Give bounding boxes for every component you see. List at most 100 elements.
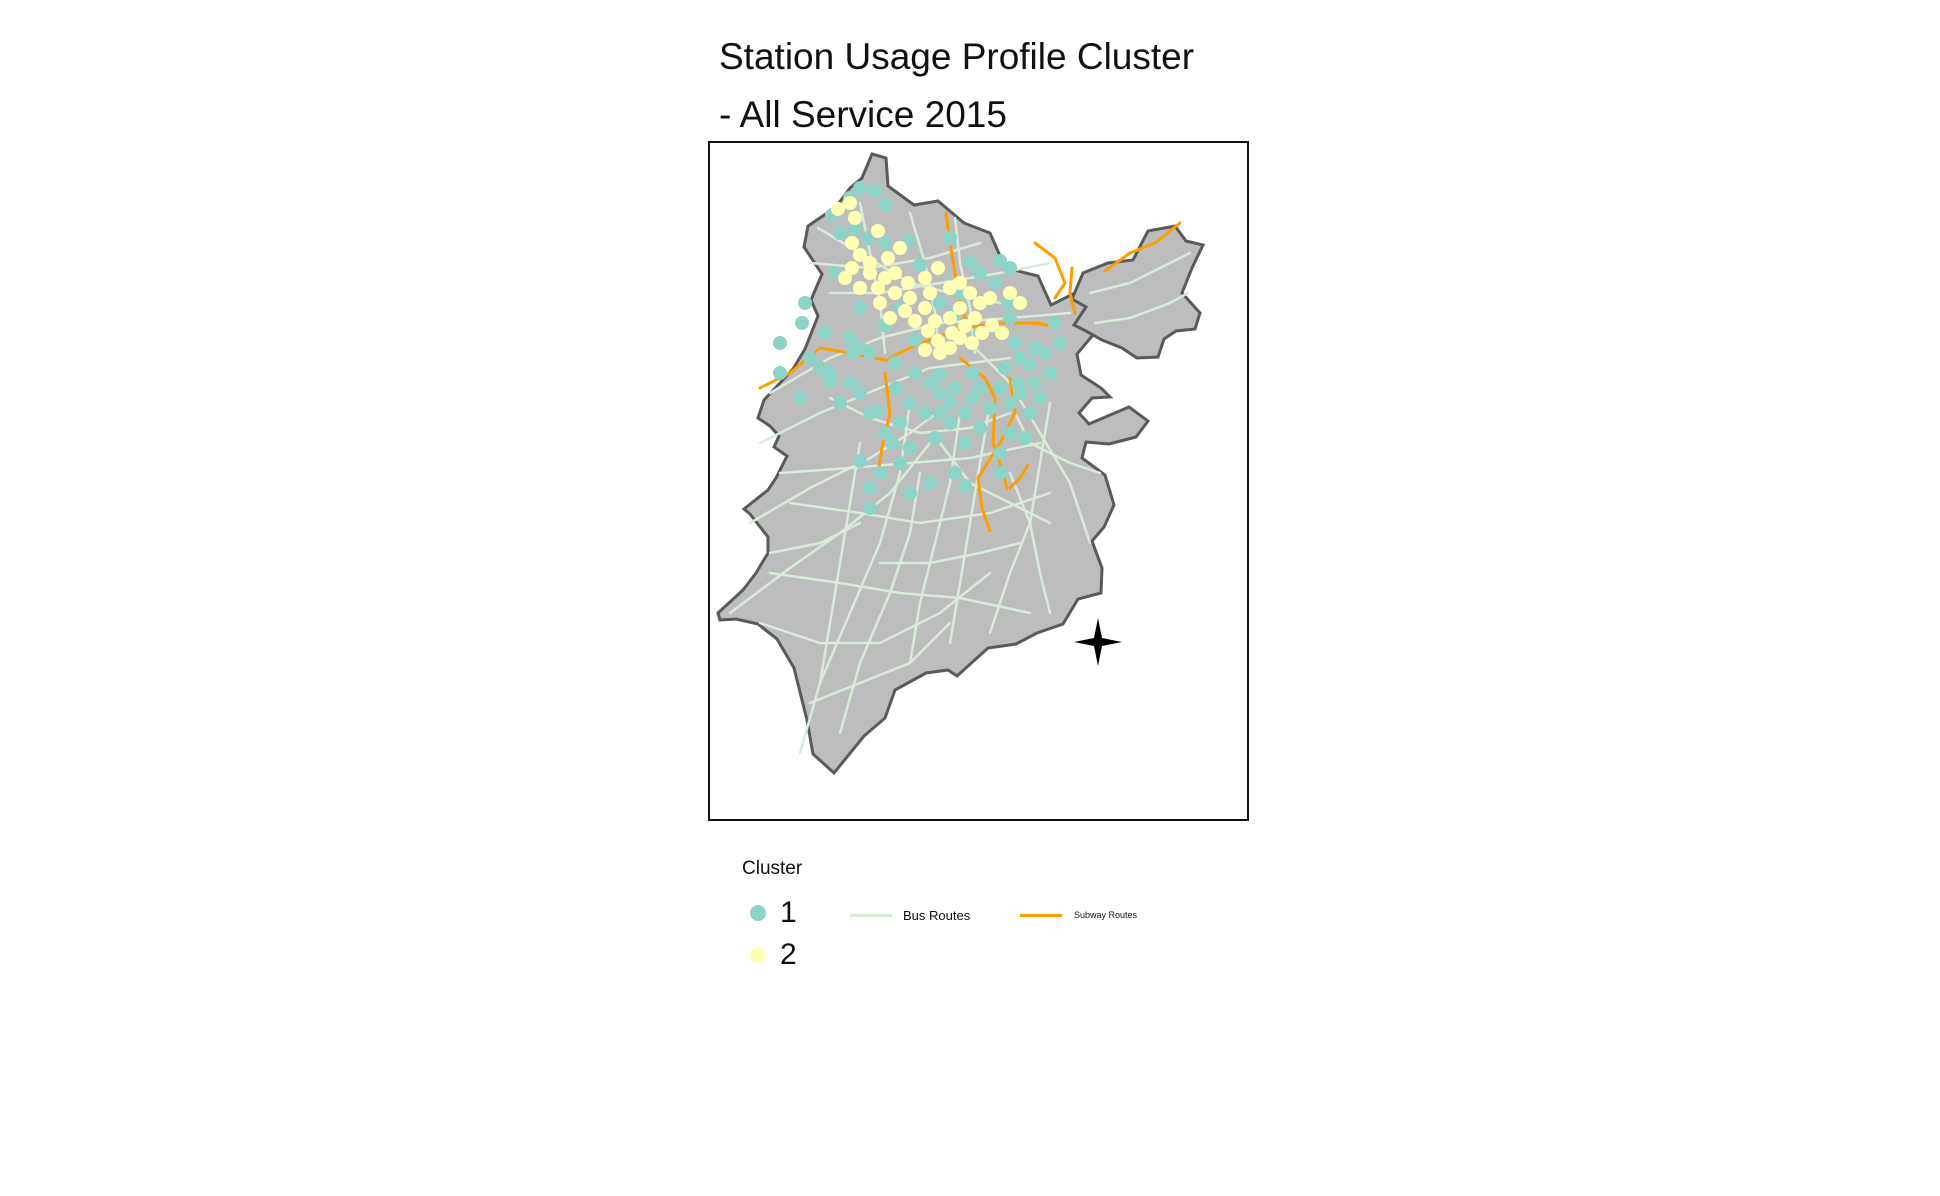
cluster-1-station-marker — [1011, 376, 1025, 390]
cluster-1-station-marker — [843, 376, 857, 390]
cluster-2-station-marker — [843, 196, 857, 210]
cluster-1-station-marker — [965, 391, 979, 405]
cluster-2-station-marker — [945, 326, 959, 340]
cluster-2-station-marker — [873, 296, 887, 310]
cluster-1-station-marker — [818, 326, 832, 340]
cluster-1-station-marker — [878, 426, 892, 440]
cluster-1-station-marker — [793, 391, 807, 405]
cluster-2-station-marker — [931, 261, 945, 275]
cluster-1-station-marker — [1018, 431, 1032, 445]
cluster-1-station-marker — [798, 296, 812, 310]
cluster-1-station-marker — [893, 456, 907, 470]
cluster-1-station-marker — [993, 254, 1007, 268]
cluster-1-station-marker — [853, 301, 867, 315]
cluster-2-station-marker — [985, 318, 999, 332]
map-canvas — [716, 152, 1206, 776]
legend-item-subway-routes: Subway Routes — [1020, 910, 1137, 920]
cluster-1-station-marker — [1003, 311, 1017, 325]
cluster-2-station-marker — [958, 319, 972, 333]
cluster-1-station-marker — [861, 231, 875, 245]
cluster-2-station-marker — [923, 286, 937, 300]
cluster-1-station-marker — [933, 406, 947, 420]
cluster-1-station-marker — [973, 421, 987, 435]
cluster-2-station-marker — [918, 271, 932, 285]
cluster-2-station-marker — [943, 311, 957, 325]
cluster-1-station-marker — [893, 416, 907, 430]
cluster-1-station-marker — [958, 406, 972, 420]
cluster-2-station-marker — [871, 224, 885, 238]
north-arrow-star-icon — [1074, 618, 1122, 666]
cluster-2-station-marker — [1013, 296, 1027, 310]
cluster-2-station-marker — [995, 326, 1009, 340]
cluster-1-station-marker — [928, 431, 942, 445]
cluster-1-station-marker — [878, 236, 892, 250]
cluster-1-station-marker — [868, 184, 882, 198]
cluster-1-station-marker — [873, 466, 887, 480]
map-title-line-2: - All Service 2015 — [719, 94, 1007, 135]
cluster-1-station-marker — [823, 374, 837, 388]
cluster-2-station-marker — [863, 266, 877, 280]
cluster-2-station-marker — [848, 211, 862, 225]
bus-route-swatch — [850, 914, 892, 917]
cluster-1-station-marker — [918, 406, 932, 420]
cluster-1-station-marker — [1023, 406, 1037, 420]
map-title: Station Usage Profile Cluster - All Serv… — [719, 28, 1279, 144]
cluster-1-station-marker — [965, 366, 979, 380]
cluster-2-station-marker — [845, 236, 859, 250]
cluster-2-station-marker — [918, 301, 932, 315]
cluster-1-station-marker — [863, 481, 877, 495]
cluster-1-station-marker — [863, 501, 877, 515]
cluster-1-station-marker — [871, 404, 885, 418]
cluster-2-station-marker — [888, 286, 902, 300]
cluster-1-station-marker — [903, 441, 917, 455]
cluster-2-station-marker — [903, 291, 917, 305]
bus-routes-label: Bus Routes — [903, 908, 971, 923]
cluster-2-station-marker — [853, 248, 867, 262]
cluster-1-station-marker — [1003, 426, 1017, 440]
cluster-1-label: 1 — [780, 896, 797, 929]
cluster-2-station-marker — [831, 202, 845, 216]
cluster-1-station-marker — [1043, 366, 1057, 380]
cluster-2-station-marker — [863, 256, 877, 270]
cluster-1-station-marker — [983, 401, 997, 415]
cluster-1-station-marker — [773, 336, 787, 350]
legend-item-bus-routes: Bus Routes — [850, 908, 970, 923]
cluster-2-station-marker — [853, 281, 867, 295]
cluster-2-station-marker — [921, 324, 935, 338]
cluster-1-station-marker — [878, 198, 892, 212]
cluster-1-station-marker — [889, 381, 903, 395]
cluster-2-station-marker — [933, 346, 947, 360]
cluster-1-station-marker — [943, 416, 957, 430]
cluster-1-station-marker — [813, 361, 827, 375]
cluster-2-station-marker — [888, 266, 902, 280]
east-boston-land — [1070, 224, 1206, 360]
cluster-1-station-marker — [958, 479, 972, 493]
cluster-1-station-marker — [908, 366, 922, 380]
cluster-1-station-marker — [1028, 376, 1042, 390]
cluster-1-station-marker — [973, 266, 987, 280]
cluster-2-station-marker — [928, 314, 942, 328]
cluster-1-stations — [773, 181, 1067, 515]
cluster-2-station-marker — [881, 251, 895, 265]
cluster-1-station-marker — [803, 351, 817, 365]
cluster-1-station-marker — [933, 296, 947, 310]
cluster-1-station-marker — [923, 376, 937, 390]
cluster-1-station-marker — [773, 366, 787, 380]
cluster-2-station-marker — [975, 326, 989, 340]
cluster-1-station-marker — [973, 381, 987, 395]
cluster-2-label: 2 — [780, 938, 797, 971]
cluster-1-station-marker — [933, 368, 947, 382]
cluster-1-station-marker — [948, 466, 962, 480]
cluster-1-station-marker — [1038, 346, 1052, 360]
cluster-1-station-marker — [795, 316, 809, 330]
cluster-1-station-marker — [933, 386, 947, 400]
cluster-2-station-marker — [908, 314, 922, 328]
cluster-2-station-marker — [893, 241, 907, 255]
cluster-1-station-marker — [1013, 351, 1027, 365]
boston-land — [716, 152, 1151, 776]
cluster-2-station-marker — [898, 304, 912, 318]
cluster-1-station-marker — [963, 256, 977, 270]
cluster-2-station-marker — [883, 311, 897, 325]
cluster-1-station-marker — [903, 486, 917, 500]
cluster-2-station-marker — [845, 261, 859, 275]
